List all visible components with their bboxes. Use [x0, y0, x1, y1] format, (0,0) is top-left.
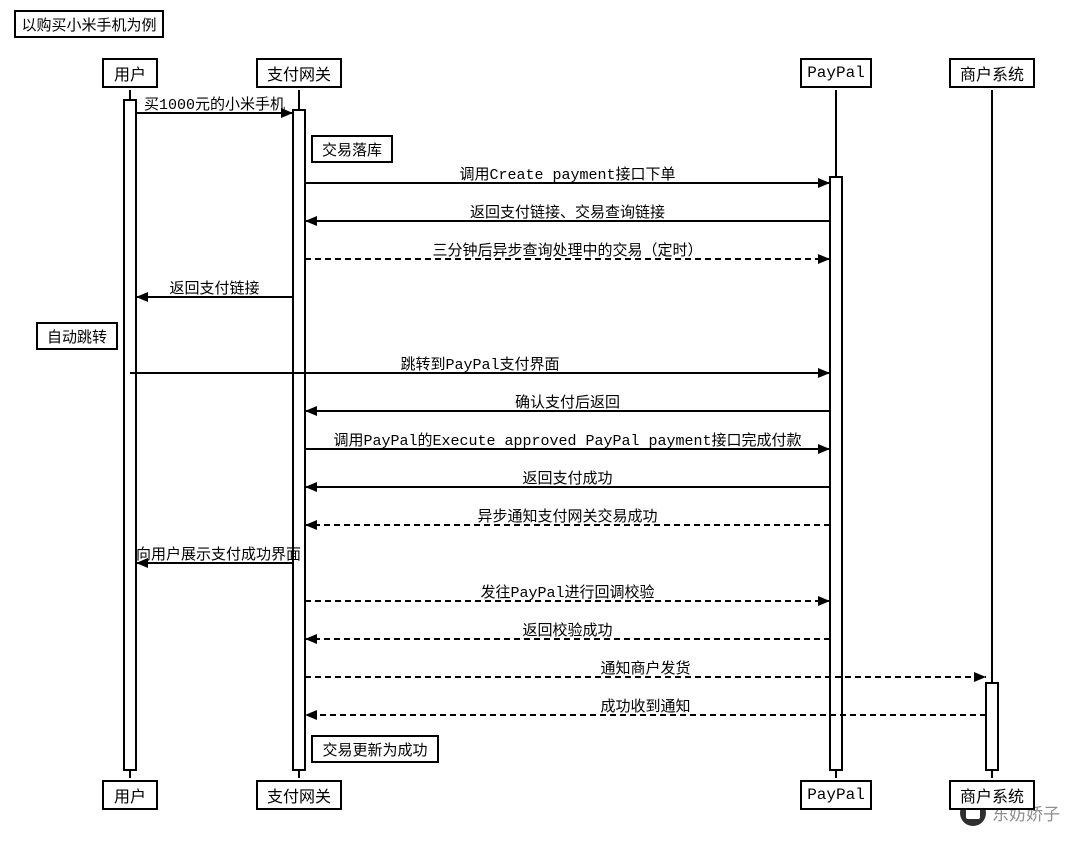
participant-merchant-top: 商户系统 [949, 58, 1035, 88]
participant-label: PayPal [807, 64, 865, 82]
note-box: 自动跳转 [36, 322, 118, 350]
note-box: 交易落库 [311, 135, 393, 163]
note-text: 交易落库 [322, 139, 382, 160]
participant-paypal-bottom: PayPal [800, 780, 872, 810]
participant-label: 用户 [114, 61, 146, 85]
participant-merchant-bottom: 商户系统 [949, 780, 1035, 810]
participant-label: PayPal [807, 786, 865, 804]
participant-user-bottom: 用户 [102, 780, 158, 810]
svg-layer [0, 0, 1080, 849]
participant-label: 商户系统 [960, 61, 1024, 85]
participant-gateway-bottom: 支付网关 [256, 780, 342, 810]
participant-paypal-top: PayPal [800, 58, 872, 88]
note-text: 交易更新为成功 [322, 739, 427, 760]
participant-label: 支付网关 [267, 61, 331, 85]
participant-label: 商户系统 [960, 783, 1024, 807]
diagram-title-text: 以购买小米手机为例 [21, 14, 156, 35]
note-text: 自动跳转 [47, 326, 107, 347]
note-box: 交易更新为成功 [311, 735, 439, 763]
participant-label: 支付网关 [267, 783, 331, 807]
diagram-title: 以购买小米手机为例 [14, 10, 164, 38]
participant-gateway-top: 支付网关 [256, 58, 342, 88]
sequence-diagram: 以购买小米手机为例 东妨娇子 用户用户支付网关支付网关PayPalPayPal商… [0, 0, 1080, 849]
participant-label: 用户 [114, 783, 146, 807]
participant-user-top: 用户 [102, 58, 158, 88]
